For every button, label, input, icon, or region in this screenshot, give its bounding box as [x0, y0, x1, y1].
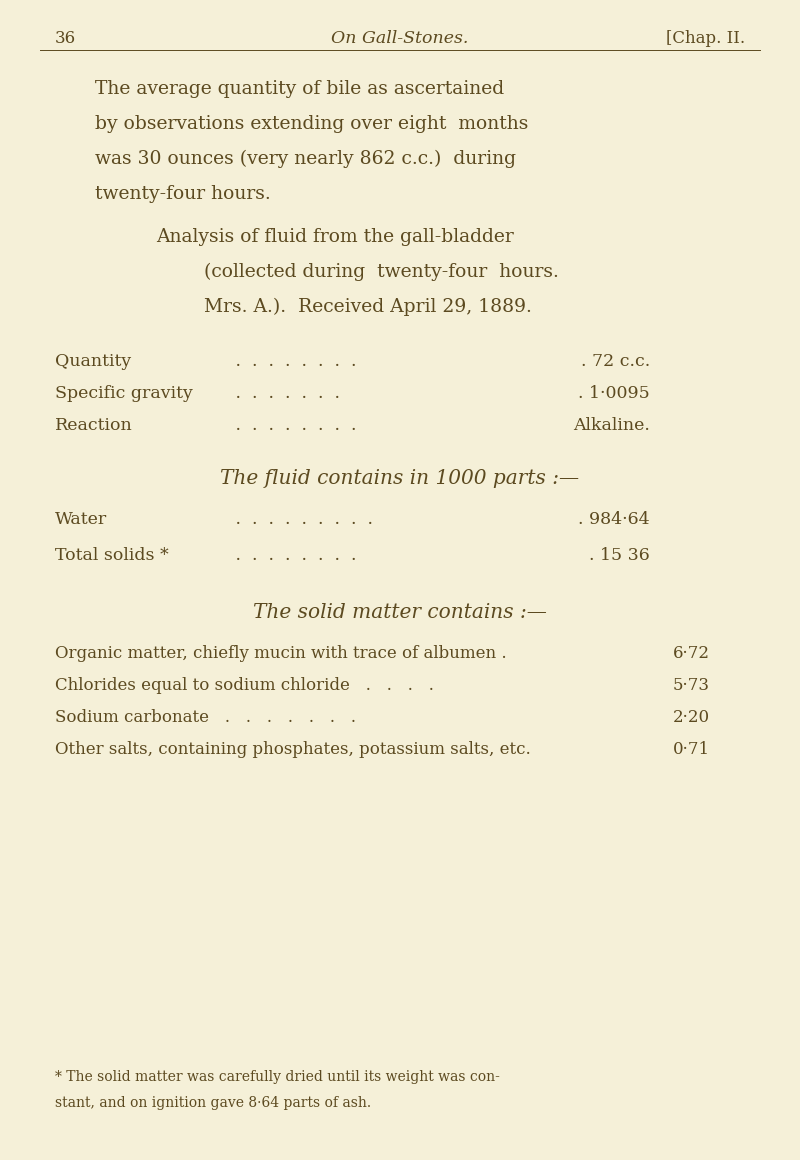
Text: Other salts, containing phosphates, potassium salts, etc.: Other salts, containing phosphates, pota… [55, 741, 530, 757]
Text: was 30 ounces (very nearly 862 c.c.)  during: was 30 ounces (very nearly 862 c.c.) dur… [95, 150, 516, 168]
Text: The solid matter contains :—: The solid matter contains :— [253, 603, 547, 622]
Text: Mrs. A.).  Received April 29, 1889.: Mrs. A.). Received April 29, 1889. [204, 298, 532, 317]
Text: .  .  .  .  .  .  .  .: . . . . . . . . [230, 353, 357, 370]
Text: The average quantity of bile as ascertained: The average quantity of bile as ascertai… [95, 80, 504, 97]
Text: Specific gravity: Specific gravity [55, 385, 193, 403]
Text: stant, and on ignition gave 8·64 parts of ash.: stant, and on ignition gave 8·64 parts o… [55, 1096, 371, 1110]
Text: 0·71: 0·71 [673, 741, 710, 757]
Text: Alkaline.: Alkaline. [573, 416, 650, 434]
Text: 2·20: 2·20 [673, 709, 710, 726]
Text: Quantity: Quantity [55, 353, 131, 370]
Text: [Chap. II.: [Chap. II. [666, 30, 745, 48]
Text: The fluid contains in 1000 parts :—: The fluid contains in 1000 parts :— [221, 469, 579, 488]
Text: 36: 36 [55, 30, 76, 48]
Text: . 1·0095: . 1·0095 [578, 385, 650, 403]
Text: 5·73: 5·73 [673, 677, 710, 694]
Text: Reaction: Reaction [55, 416, 133, 434]
Text: Water: Water [55, 512, 107, 528]
Text: .  .  .  .  .  .  .  .: . . . . . . . . [230, 548, 357, 564]
Text: . 72 c.c.: . 72 c.c. [581, 353, 650, 370]
Text: On Gall-Stones.: On Gall-Stones. [331, 30, 469, 48]
Text: . 15 36: . 15 36 [590, 548, 650, 564]
Text: .  .  .  .  .  .  .  .  .: . . . . . . . . . [230, 512, 373, 528]
Text: twenty-four hours.: twenty-four hours. [95, 184, 270, 203]
Text: (collected during  twenty-four  hours.: (collected during twenty-four hours. [204, 263, 559, 281]
Text: Chlorides equal to sodium chloride   .   .   .   .: Chlorides equal to sodium chloride . . .… [55, 677, 434, 694]
Text: .  .  .  .  .  .  .  .: . . . . . . . . [230, 416, 357, 434]
Text: by observations extending over eight  months: by observations extending over eight mon… [95, 115, 528, 133]
Text: .  .  .  .  .  .  .: . . . . . . . [230, 385, 340, 403]
Text: Analysis of fluid from the gall-bladder: Analysis of fluid from the gall-bladder [156, 229, 514, 246]
Text: Total solids *: Total solids * [55, 548, 169, 564]
Text: Organic matter, chiefly mucin with trace of albumen .: Organic matter, chiefly mucin with trace… [55, 645, 506, 662]
Text: * The solid matter was carefully dried until its weight was con-: * The solid matter was carefully dried u… [55, 1070, 500, 1083]
Text: Sodium carbonate   .   .   .   .   .   .   .: Sodium carbonate . . . . . . . [55, 709, 356, 726]
Text: 6·72: 6·72 [673, 645, 710, 662]
Text: . 984·64: . 984·64 [578, 512, 650, 528]
